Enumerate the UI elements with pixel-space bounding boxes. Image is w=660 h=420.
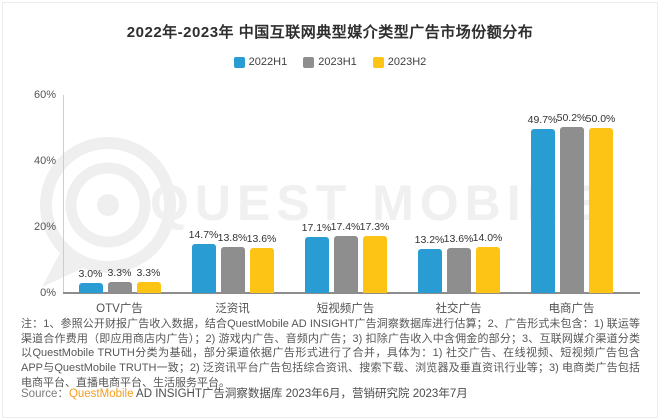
bar-value-label: 50.2% [556, 112, 587, 125]
bar-value-label: 49.7% [527, 113, 558, 126]
bar-value-label: 14.0% [472, 231, 503, 244]
y-axis-tick-label: 0% [40, 287, 56, 299]
bar-value-label: 3.3% [136, 267, 161, 280]
x-axis-label-社交广告: 社交广告 [435, 303, 482, 315]
legend-label: 2022H1 [248, 56, 288, 68]
x-axis-line [63, 292, 640, 294]
y-axis-line [63, 95, 64, 293]
questmobile-logo-icon [40, 137, 176, 287]
bar-value-label: 17.3% [359, 220, 390, 233]
bar-2022h1-OTV广告 [78, 283, 103, 293]
y-axis-tick-label: 60% [33, 89, 56, 101]
bar-2023h2-OTV广告 [136, 282, 161, 293]
bar-2023h2-泛资讯 [249, 248, 274, 293]
bar-2022h1-电商广告 [530, 128, 555, 293]
bar-value-label: 50.0% [585, 113, 616, 125]
legend-swatch-icon [372, 56, 384, 68]
x-axis-label-泛资讯: 泛资讯 [215, 303, 250, 315]
footnote: 注：1、参照公开财报广告收入数据，结合QuestMobile AD INSIGH… [21, 318, 640, 389]
y-axis-tick-label: 40% [33, 155, 56, 167]
bar-2022h1-短视频广告 [304, 236, 329, 293]
bar-value-label: 3.0% [78, 268, 103, 281]
bar-2023h2-电商广告 [588, 128, 613, 293]
bar-value-label: 13.6% [443, 233, 474, 246]
y-axis-tick-label: 20% [33, 221, 56, 233]
bar-2023h1-OTV广告 [107, 282, 132, 293]
x-axis-label-OTV广告: OTV广告 [96, 303, 143, 315]
bar-2023h2-短视频广告 [362, 235, 387, 293]
questmobile-watermark: QUEST MOBILE [150, 175, 603, 231]
bar-2023h1-社交广告 [446, 248, 471, 293]
source-label: Source： [21, 388, 69, 400]
legend-item-2022h1: 2022H1 [233, 56, 288, 68]
bar-value-label: 17.1% [301, 221, 332, 234]
legend: 2022H1 2023H1 2023H2 [0, 55, 660, 69]
legend-label: 2023H1 [318, 56, 357, 68]
bar-2022h1-泛资讯 [191, 244, 216, 293]
legend-swatch-icon [303, 56, 315, 68]
chart-title: 2022年-2023年 中国互联网典型媒介类型广告市场份额分布 [126, 24, 534, 41]
bar-2023h2-社交广告 [475, 246, 500, 293]
legend-item-2023h2: 2023H2 [372, 56, 427, 68]
bar-value-label: 3.3% [107, 267, 132, 280]
source-brand: QuestMobile [68, 388, 134, 400]
source-line: Source：QuestMobile AD INSIGHT广告洞察数据库 202… [21, 385, 468, 401]
bar-2023h1-泛资讯 [220, 247, 245, 293]
bar-value-label: 13.8% [217, 232, 248, 245]
bar-value-label: 13.6% [246, 233, 277, 246]
bar-value-label: 13.2% [414, 234, 445, 247]
bar-2023h1-电商广告 [559, 127, 584, 293]
legend-swatch-icon [233, 56, 245, 68]
bar-2022h1-社交广告 [417, 249, 442, 293]
legend-label: 2023H2 [387, 56, 427, 68]
bar-value-label: 17.4% [330, 220, 361, 233]
source-rest: AD INSIGHT广告洞察数据库 2023年6月，营销研究院 2023年7月 [133, 388, 468, 400]
x-axis-label-电商广告: 电商广告 [548, 303, 595, 315]
legend-item-2023h1: 2023H1 [303, 56, 357, 68]
x-axis-label-短视频广告: 短视频广告 [316, 303, 375, 315]
bar-value-label: 14.7% [188, 229, 219, 242]
bar-2023h1-短视频广告 [333, 235, 358, 293]
